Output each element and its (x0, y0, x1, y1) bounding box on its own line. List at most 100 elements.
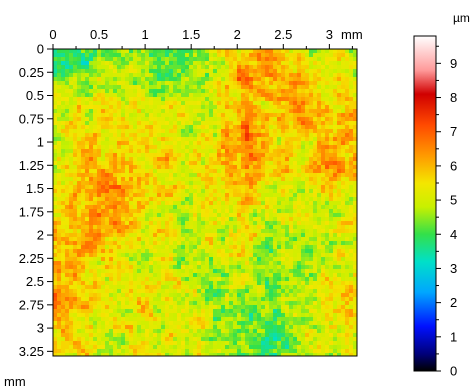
heatmap-cell (97, 301, 102, 306)
heatmap-cell (225, 69, 230, 74)
heatmap-cell (217, 277, 222, 282)
heatmap-cell (345, 197, 350, 202)
heatmap-cell (65, 197, 70, 202)
heatmap-cell (137, 77, 142, 82)
heatmap-cell (173, 49, 178, 54)
heatmap-cell (153, 217, 158, 222)
heatmap-cell (93, 49, 98, 54)
heatmap-cell (233, 77, 238, 82)
heatmap-cell (221, 69, 226, 74)
heatmap-cell (237, 177, 242, 182)
heatmap-cell (233, 281, 238, 286)
heatmap-cell (277, 109, 282, 114)
heatmap-cell (229, 213, 234, 218)
heatmap-cell (185, 221, 190, 226)
heatmap-cell (81, 309, 86, 314)
heatmap-cell (209, 181, 214, 186)
heatmap-cell (353, 153, 358, 158)
heatmap-cell (217, 229, 222, 234)
heatmap-cell (201, 129, 206, 134)
heatmap-cell (233, 265, 238, 270)
heatmap-cell (181, 289, 186, 294)
heatmap-cell (89, 121, 94, 126)
heatmap-cell (309, 205, 314, 210)
heatmap-cell (221, 233, 226, 238)
heatmap-cell (221, 73, 226, 78)
heatmap-cell (329, 237, 334, 242)
heatmap-cell (157, 297, 162, 302)
heatmap-cell (257, 161, 262, 166)
heatmap-cell (161, 269, 166, 274)
heatmap-cell (345, 225, 350, 230)
heatmap-cell (337, 209, 342, 214)
heatmap-cell (181, 233, 186, 238)
heatmap-cell (237, 49, 242, 54)
heatmap-cell (269, 285, 274, 290)
heatmap-cell (277, 141, 282, 146)
heatmap-cell (301, 197, 306, 202)
heatmap-cell (61, 53, 66, 58)
heatmap-cell (333, 209, 338, 214)
heatmap-cell (229, 253, 234, 258)
heatmap-cell (205, 177, 210, 182)
heatmap-cell (333, 225, 338, 230)
heatmap-cell (301, 113, 306, 118)
heatmap-cell (141, 89, 146, 94)
heatmap-cell (237, 141, 242, 146)
heatmap-cell (57, 141, 62, 146)
heatmap-cell (141, 277, 146, 282)
heatmap-cell (93, 141, 98, 146)
heatmap-cell (213, 297, 218, 302)
heatmap-cell (53, 97, 58, 102)
heatmap-cell (257, 93, 262, 98)
heatmap-cell (289, 181, 294, 186)
heatmap-cell (117, 237, 122, 242)
heatmap-cell (213, 117, 218, 122)
heatmap-cell (253, 113, 258, 118)
heatmap-cell (345, 285, 350, 290)
heatmap-cell (161, 181, 166, 186)
heatmap-cell (349, 97, 354, 102)
heatmap-cell (65, 277, 70, 282)
heatmap-cell (277, 209, 282, 214)
heatmap-cell (73, 201, 78, 206)
heatmap-cell (193, 273, 198, 278)
heatmap-cell (73, 309, 78, 314)
heatmap-cell (317, 221, 322, 226)
heatmap-cell (277, 161, 282, 166)
heatmap-cell (189, 65, 194, 70)
heatmap-cell (113, 197, 118, 202)
heatmap-cell (161, 201, 166, 206)
heatmap-cell (177, 205, 182, 210)
heatmap-cell (169, 217, 174, 222)
heatmap-cell (313, 301, 318, 306)
heatmap-cell (233, 57, 238, 62)
heatmap-cell (153, 273, 158, 278)
heatmap-cell (269, 189, 274, 194)
heatmap-cell (349, 65, 354, 70)
heatmap-cell (157, 93, 162, 98)
heatmap-cell (97, 273, 102, 278)
heatmap-cell (73, 225, 78, 230)
heatmap-cell (149, 181, 154, 186)
heatmap-cell (85, 305, 90, 310)
heatmap-cell (121, 105, 126, 110)
heatmap-cell (349, 273, 354, 278)
heatmap-cell (353, 189, 358, 194)
heatmap-cell (201, 93, 206, 98)
heatmap-cell (237, 297, 242, 302)
heatmap-cell (173, 297, 178, 302)
heatmap-cell (341, 201, 346, 206)
heatmap-cell (285, 89, 290, 94)
heatmap-cell (261, 249, 266, 254)
heatmap-cell (345, 157, 350, 162)
heatmap-cell (77, 69, 82, 74)
heatmap-cell (137, 285, 142, 290)
heatmap-cell (249, 109, 254, 114)
heatmap-cell (57, 293, 62, 298)
heatmap-cell (105, 129, 110, 134)
heatmap-cell (101, 265, 106, 270)
heatmap-cell (73, 237, 78, 242)
heatmap-cell (105, 193, 110, 198)
heatmap-cell (269, 133, 274, 138)
